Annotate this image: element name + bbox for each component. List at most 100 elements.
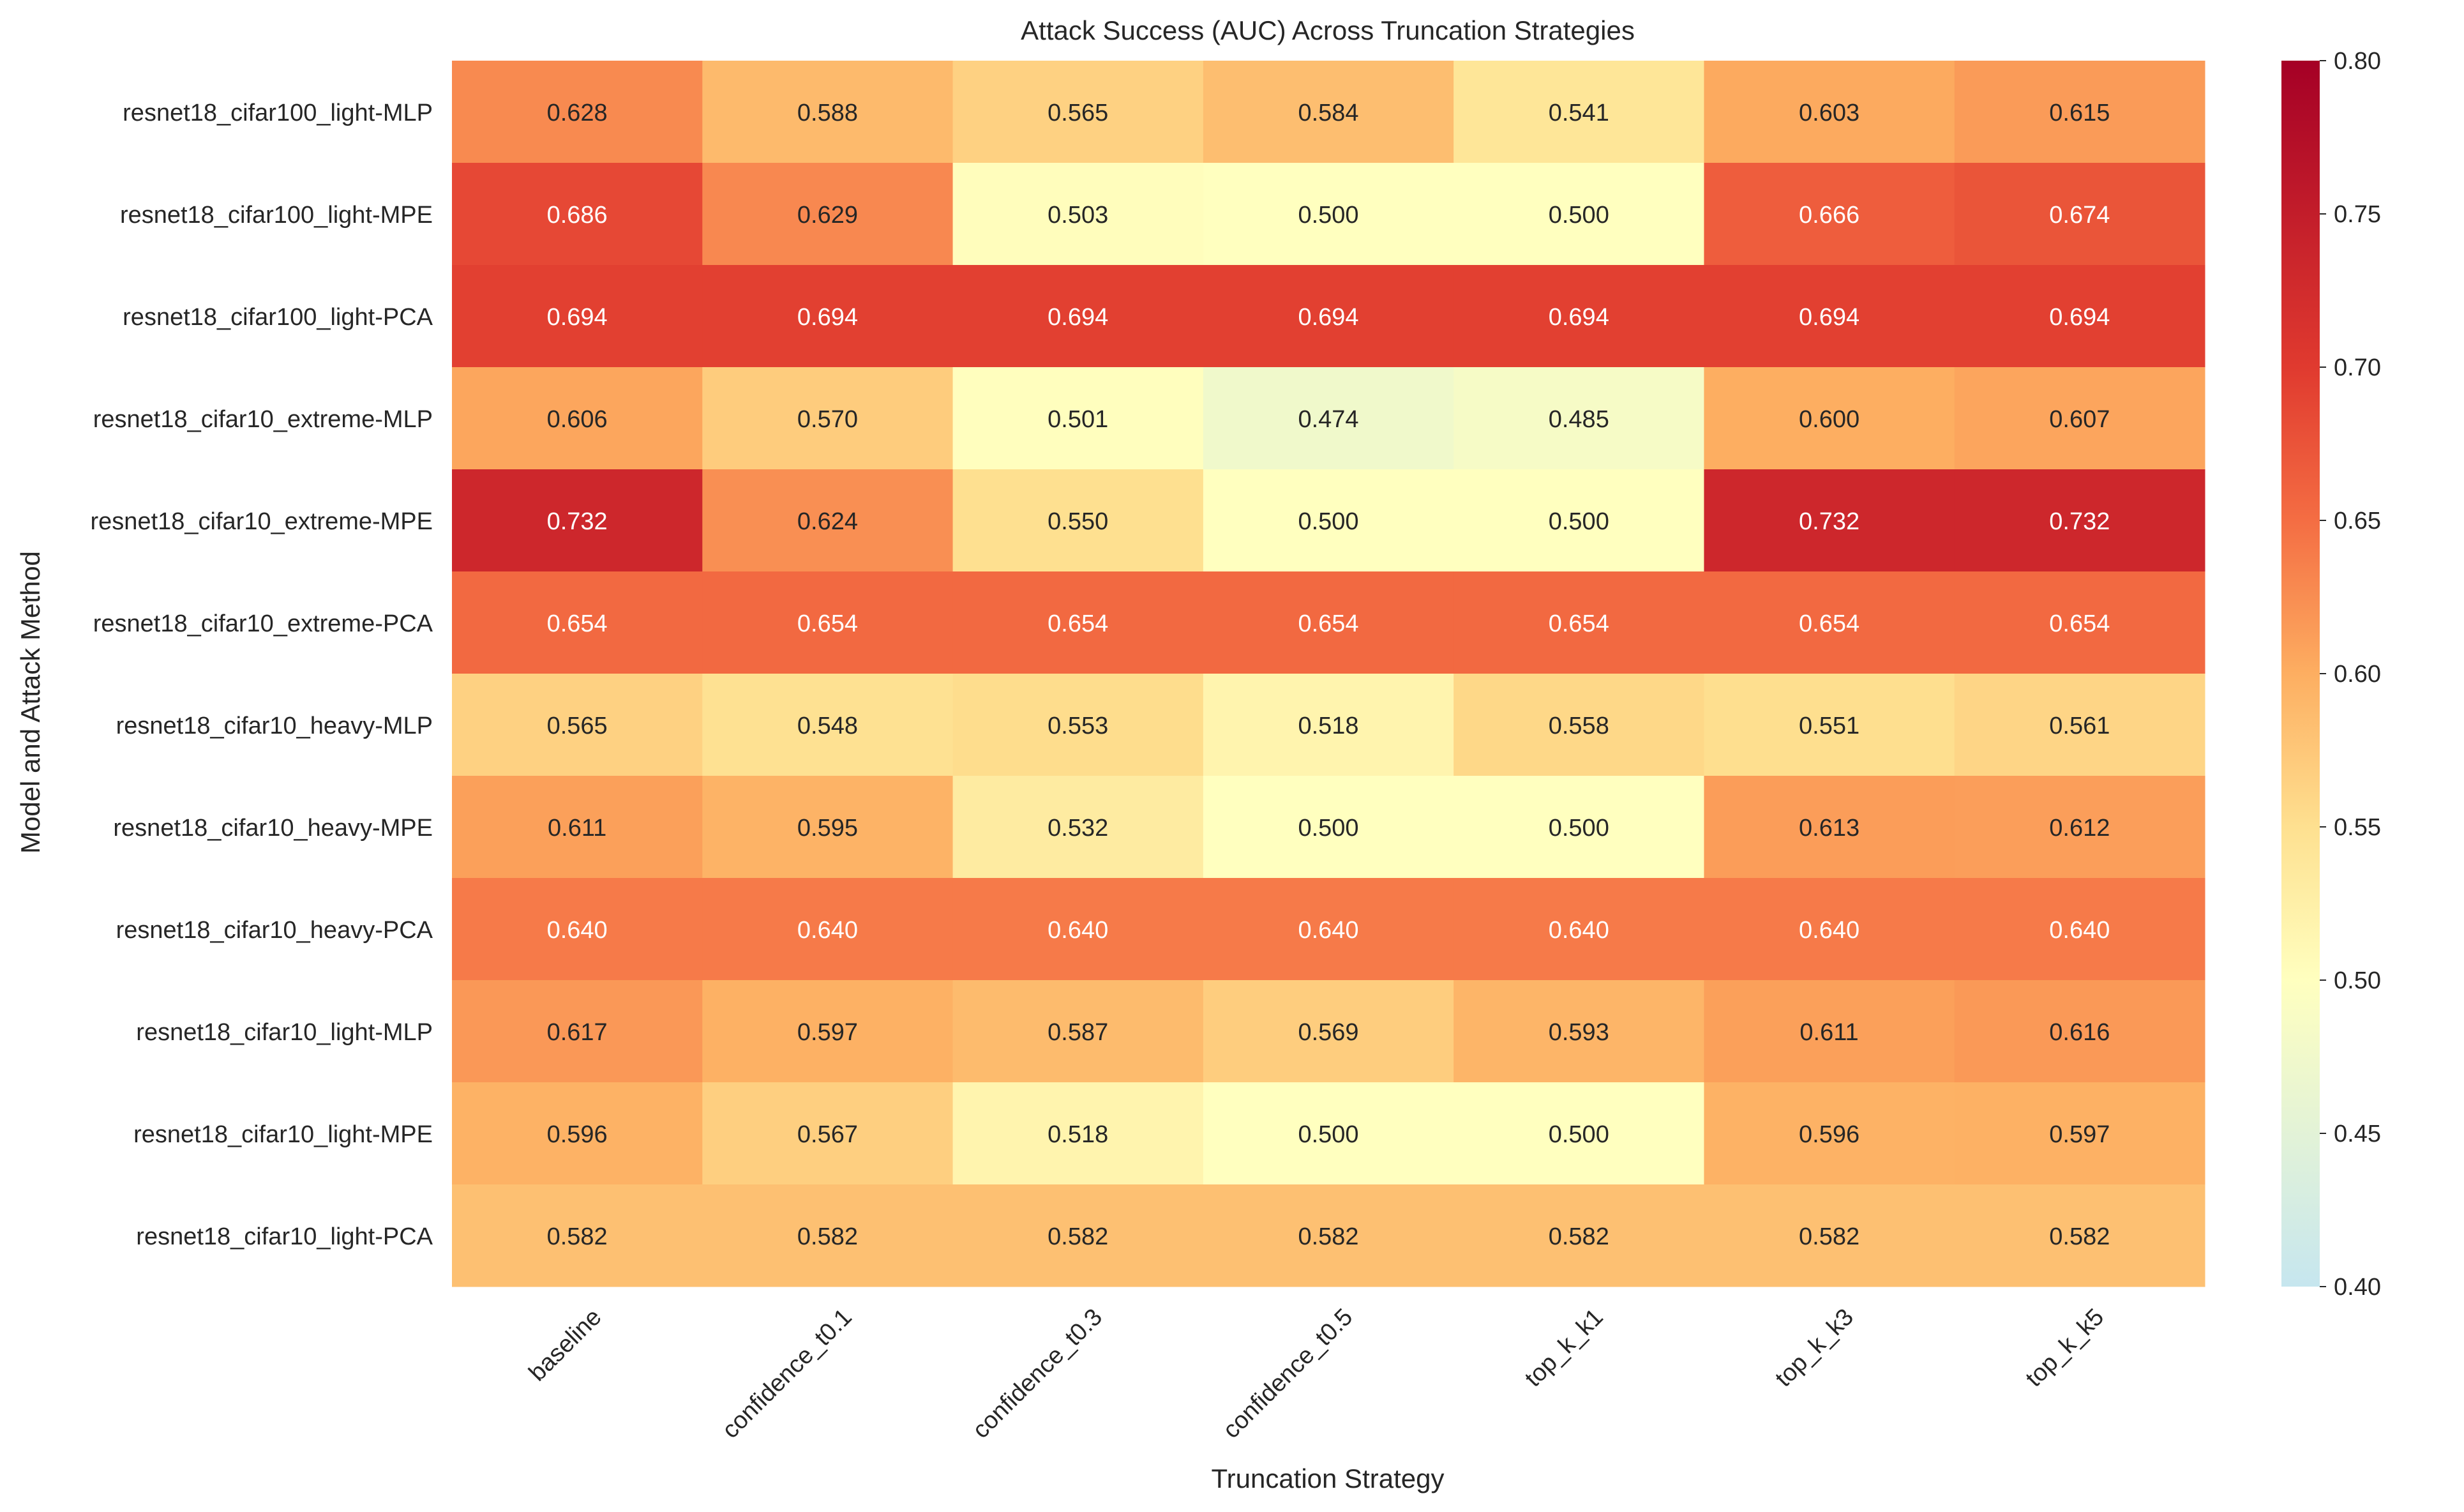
heatmap-cell-label: 0.694 bbox=[1048, 304, 1108, 331]
y-tick-label: resnet18_cifar10_light-MPE bbox=[133, 1121, 433, 1148]
heatmap-cell bbox=[702, 1082, 954, 1185]
heatmap-cell bbox=[1704, 776, 1955, 879]
x-tick-label: baseline bbox=[524, 1304, 607, 1387]
heatmap-cell bbox=[702, 469, 954, 572]
heatmap-cell-label: 0.582 bbox=[1048, 1223, 1108, 1250]
heatmap-cell bbox=[1203, 980, 1454, 1083]
heatmap-cell-label: 0.612 bbox=[2049, 815, 2110, 842]
heatmap-cell bbox=[1954, 265, 2205, 368]
y-tick-label: resnet18_cifar10_heavy-MPE bbox=[113, 815, 433, 842]
heatmap-cell-label: 0.654 bbox=[547, 610, 608, 637]
heatmap-cell bbox=[1203, 367, 1454, 470]
heatmap-cell-label: 0.732 bbox=[2049, 508, 2110, 535]
y-tick-label: resnet18_cifar10_heavy-MLP bbox=[116, 713, 433, 739]
y-axis-tick-labels: resnet18_cifar100_light-MLP resnet18_cifa… bbox=[91, 100, 433, 1250]
heatmap-cell bbox=[952, 1082, 1204, 1185]
heatmap-cell bbox=[1454, 1184, 1704, 1287]
x-tick-label: top_k_k5 bbox=[2020, 1304, 2109, 1393]
heatmap-cell-label: 0.640 bbox=[797, 917, 858, 944]
heatmap-cell bbox=[952, 980, 1204, 1083]
y-tick-label: resnet18_cifar10_heavy-PCA bbox=[116, 917, 433, 944]
colorbar-ticks: 0.40 0.45 0.50 0.55 0.60 0.65 0.70 0.75 0.80 bbox=[2320, 48, 2381, 1301]
heatmap-cell bbox=[452, 61, 703, 163]
heatmap-cell-label: 0.500 bbox=[1549, 815, 1609, 842]
heatmap-cell-label: 0.674 bbox=[2049, 202, 2110, 229]
heatmap-cell bbox=[452, 571, 703, 674]
heatmap-cell bbox=[452, 1082, 703, 1185]
colorbar bbox=[2281, 61, 2320, 1287]
heatmap-cell-label: 0.587 bbox=[1048, 1019, 1108, 1046]
heatmap-cell-label: 0.565 bbox=[1048, 100, 1108, 126]
heatmap-cell bbox=[1203, 469, 1454, 572]
colorbar-tick-label: 0.65 bbox=[2334, 508, 2381, 534]
heatmap-cell-label: 0.584 bbox=[1298, 100, 1358, 126]
heatmap-cell-label: 0.500 bbox=[1549, 1121, 1609, 1148]
heatmap-cell bbox=[1203, 571, 1454, 674]
heatmap-cell-label: 0.570 bbox=[797, 406, 858, 433]
heatmap-cell-label: 0.666 bbox=[1799, 202, 1859, 229]
heatmap-cell bbox=[1704, 1082, 1955, 1185]
heatmap-cell-label: 0.551 bbox=[1799, 713, 1859, 739]
heatmap-cell bbox=[702, 1184, 954, 1287]
heatmap-cell bbox=[452, 469, 703, 572]
heatmap-cell-label: 0.640 bbox=[1549, 917, 1609, 944]
heatmap-cell bbox=[702, 265, 954, 368]
heatmap-cell bbox=[1704, 674, 1955, 776]
heatmap-cell-label: 0.503 bbox=[1048, 202, 1108, 229]
heatmap-cell-label: 0.694 bbox=[547, 304, 608, 331]
heatmap-cell-label: 0.500 bbox=[1549, 202, 1609, 229]
heatmap-cell-label: 0.582 bbox=[797, 1223, 858, 1250]
heatmap-cell-label: 0.732 bbox=[1799, 508, 1859, 535]
heatmap-cell bbox=[952, 674, 1204, 776]
y-tick-label: resnet18_cifar10_light-PCA bbox=[136, 1223, 433, 1250]
heatmap-cell-label: 0.654 bbox=[797, 610, 858, 637]
x-tick-label: top_k_k1 bbox=[1520, 1304, 1609, 1393]
heatmap-cell bbox=[1954, 1082, 2205, 1185]
heatmap-cell-label: 0.588 bbox=[797, 100, 858, 126]
x-axis-title: Truncation Strategy bbox=[1212, 1463, 1445, 1493]
heatmap-cell-label: 0.624 bbox=[797, 508, 858, 535]
heatmap-cell-label: 0.597 bbox=[797, 1019, 858, 1046]
heatmap-cell-label: 0.474 bbox=[1298, 406, 1358, 433]
heatmap-cell-label: 0.558 bbox=[1549, 713, 1609, 739]
heatmap-cell-label: 0.694 bbox=[1298, 304, 1358, 331]
heatmap-cell-label: 0.654 bbox=[1549, 610, 1609, 637]
heatmap-cell-label: 0.569 bbox=[1298, 1019, 1358, 1046]
y-axis-title: Model and Attack Method bbox=[15, 551, 45, 854]
heatmap-cell bbox=[1704, 571, 1955, 674]
heatmap-cell bbox=[702, 367, 954, 470]
heatmap-cell-label: 0.606 bbox=[547, 406, 608, 433]
heatmap-cell bbox=[1203, 1082, 1454, 1185]
heatmap-cell-label: 0.565 bbox=[547, 713, 608, 739]
heatmap-cell-label: 0.532 bbox=[1048, 815, 1108, 842]
heatmap-cell-label: 0.582 bbox=[547, 1223, 608, 1250]
heatmap-cell-label: 0.596 bbox=[1799, 1121, 1859, 1148]
heatmap-cell bbox=[1704, 878, 1955, 981]
heatmap-cell-labels: 0.628 0.588 0.565 0.584 0.541 0.603 0.615 0.686… bbox=[547, 100, 2110, 1250]
heatmap-cell bbox=[1704, 1184, 1955, 1287]
heatmap-cell bbox=[702, 61, 954, 163]
heatmap-cell-label: 0.600 bbox=[1799, 406, 1859, 433]
heatmap-cell bbox=[1704, 367, 1955, 470]
heatmap-cell-label: 0.548 bbox=[797, 713, 858, 739]
heatmap-cell-label: 0.654 bbox=[2049, 610, 2110, 637]
x-tick-label: confidence_t0.3 bbox=[968, 1304, 1108, 1444]
heatmap-cell bbox=[952, 878, 1204, 981]
heatmap-cell-label: 0.640 bbox=[1799, 917, 1859, 944]
heatmap-cell-label: 0.500 bbox=[1298, 202, 1358, 229]
heatmap-cell-label: 0.694 bbox=[2049, 304, 2110, 331]
heatmap-cell bbox=[1704, 265, 1955, 368]
heatmap-cell bbox=[702, 163, 954, 266]
y-tick-label: resnet18_cifar10_light-MLP bbox=[136, 1019, 433, 1046]
heatmap-cell bbox=[1454, 674, 1704, 776]
heatmap-cell bbox=[702, 878, 954, 981]
heatmap-cell bbox=[1454, 61, 1704, 163]
heatmap-cell bbox=[452, 1184, 703, 1287]
colorbar-tick-label: 0.70 bbox=[2334, 354, 2381, 381]
heatmap-cell bbox=[702, 571, 954, 674]
heatmap-cell-label: 0.597 bbox=[2049, 1121, 2110, 1148]
heatmap-cell-label: 0.582 bbox=[1549, 1223, 1609, 1250]
heatmap-cell bbox=[952, 163, 1204, 266]
heatmap-cell-label: 0.500 bbox=[1298, 508, 1358, 535]
colorbar-tick-label: 0.50 bbox=[2334, 967, 2381, 994]
